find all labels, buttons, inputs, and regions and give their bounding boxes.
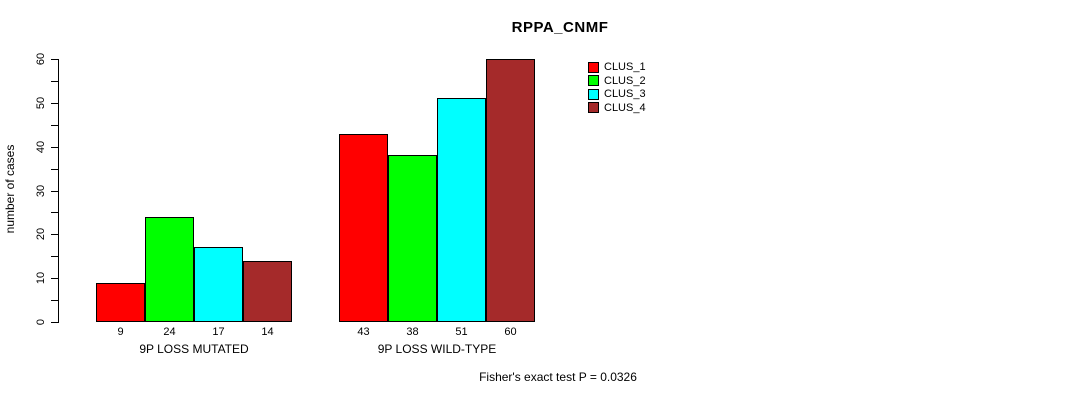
y-tick [51,59,58,60]
y-tick-label: 60 [35,52,47,66]
y-tick-label: 10 [35,271,47,285]
chart-title: RPPA_CNMF [511,19,609,36]
y-tick [51,234,58,235]
bar-value-label: 9 [117,326,124,338]
y-tick [51,147,58,148]
y-tick-label: 0 [35,318,47,326]
y-axis-line [58,59,59,323]
legend-item-CLUS_3: CLUS_3 [588,88,646,100]
y-tick [51,169,58,170]
y-axis-label: number of cases [3,144,17,234]
x-category-label: 9P LOSS MUTATED [139,342,249,356]
bar-CLUS_4 [486,59,535,322]
y-tick [51,103,58,104]
y-tick [51,191,58,192]
bar-CLUS_4 [243,261,292,322]
legend-label: CLUS_4 [604,101,646,114]
y-tick-label: 40 [35,140,47,154]
bar-value-label: 24 [163,326,176,338]
bar-value-label: 43 [357,326,370,338]
legend-item-CLUS_2: CLUS_2 [588,75,646,87]
legend-label: CLUS_2 [604,74,646,87]
bar-CLUS_2 [145,217,194,322]
bar-value-label: 38 [406,326,419,338]
y-tick [51,322,58,323]
legend-swatch-CLUS_2 [588,75,599,86]
y-tick-label: 20 [35,227,47,241]
legend-item-CLUS_1: CLUS_1 [588,61,646,73]
y-tick-label: 50 [35,96,47,110]
bar-value-label: 14 [261,326,274,338]
y-tick [51,125,58,126]
y-tick [51,300,58,301]
bar-value-label: 17 [212,326,225,338]
bar-CLUS_1 [96,283,145,322]
legend-swatch-CLUS_3 [588,88,599,100]
legend-label: CLUS_3 [604,88,646,100]
legend-swatch-CLUS_4 [588,102,599,113]
legend-label: CLUS_1 [604,61,646,73]
legend-item-CLUS_4: CLUS_4 [588,102,646,114]
y-tick-label: 30 [35,184,47,198]
y-tick [51,212,58,213]
y-tick [51,81,58,82]
bar-CLUS_3 [194,247,243,322]
legend-swatch-CLUS_1 [588,61,599,73]
y-tick [51,256,58,257]
x-category-label: 9P LOSS WILD-TYPE [377,342,497,356]
bar-CLUS_1 [339,134,388,322]
footnote: Fisher's exact test P = 0.0326 [479,370,637,384]
bar-value-label: 60 [504,326,517,338]
bar-value-label: 51 [455,326,468,338]
bar-CLUS_2 [388,155,437,322]
y-tick [51,278,58,279]
bar-CLUS_3 [437,98,486,322]
